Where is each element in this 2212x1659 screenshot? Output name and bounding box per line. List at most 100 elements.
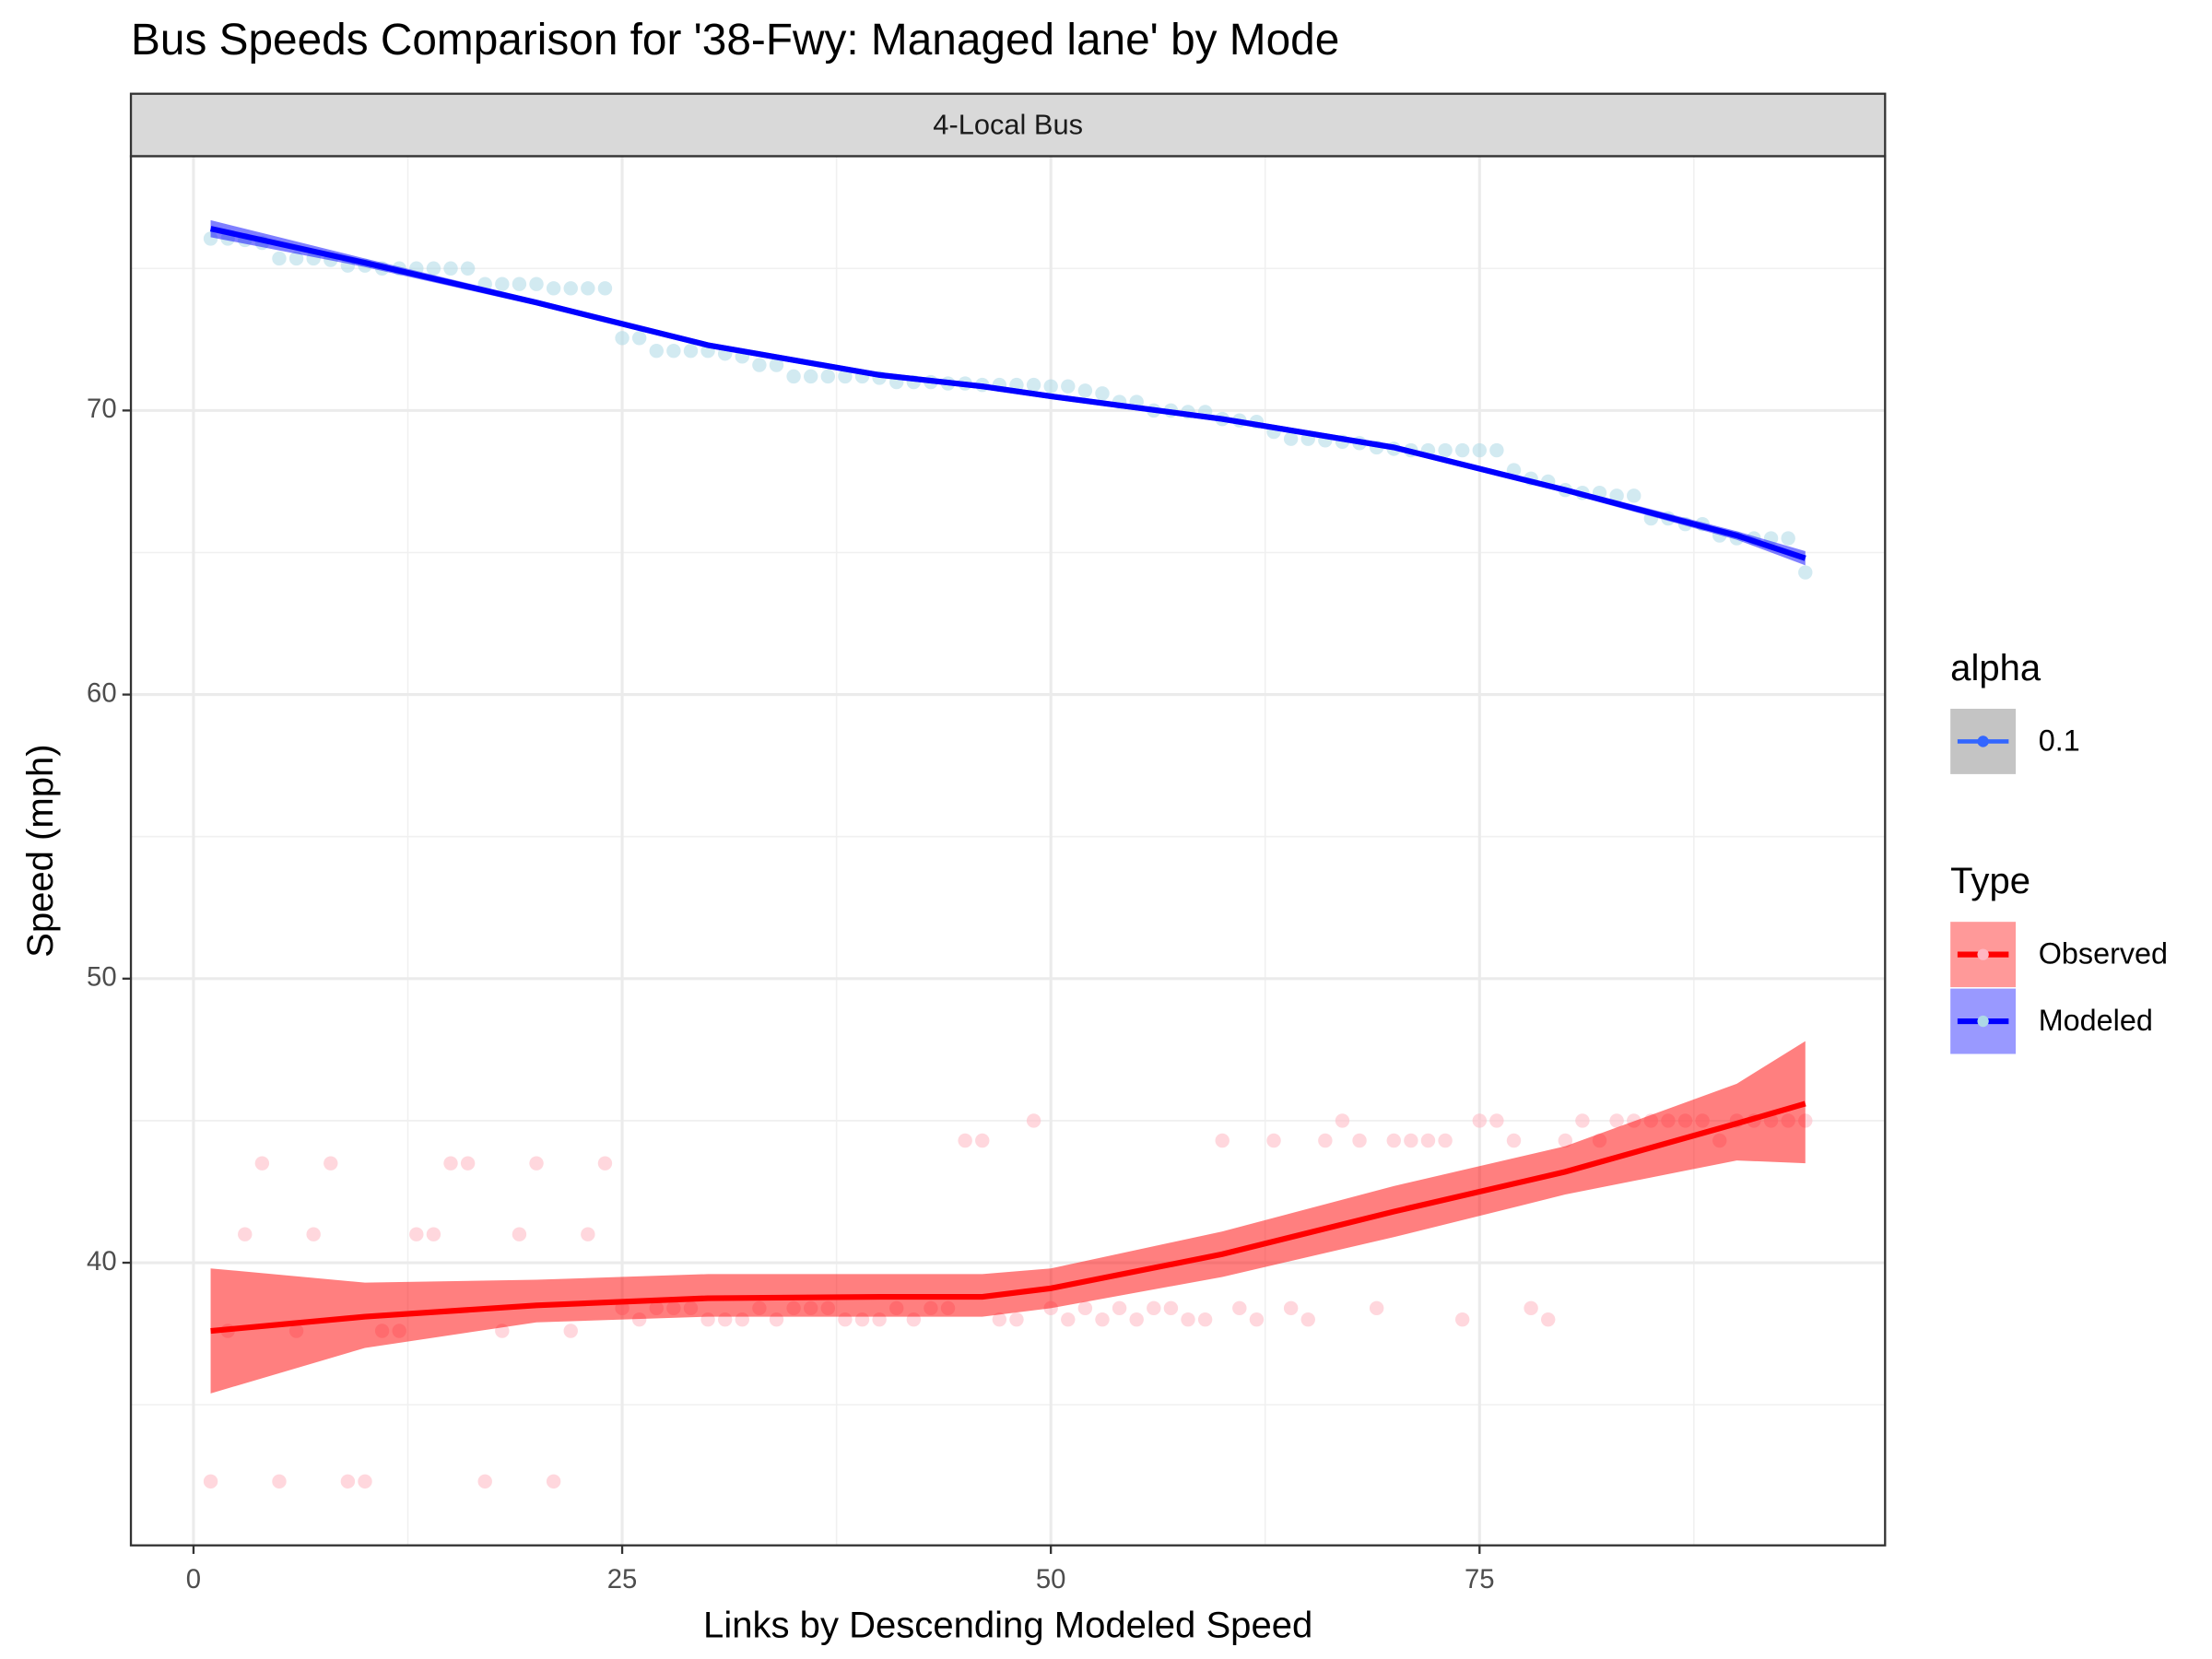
- point: [666, 343, 681, 359]
- point: [529, 1156, 544, 1171]
- point: [1300, 1312, 1315, 1327]
- y-tick-label: 50: [87, 962, 117, 993]
- point: [495, 276, 510, 291]
- point: [1266, 1133, 1281, 1148]
- point: [529, 276, 544, 291]
- legend-title: alpha: [1950, 648, 2041, 688]
- legend-point: [1977, 1015, 1989, 1028]
- point: [306, 1227, 321, 1241]
- point: [460, 1156, 476, 1171]
- point: [752, 358, 767, 372]
- y-tick-label: 70: [87, 394, 117, 424]
- point: [1163, 1300, 1179, 1316]
- point: [512, 1227, 527, 1241]
- legend-label: Observed: [2039, 937, 2168, 971]
- point: [1283, 431, 1299, 446]
- point: [563, 1324, 578, 1338]
- point: [1420, 1133, 1436, 1148]
- panel-border: [129, 155, 1887, 1547]
- point: [649, 343, 664, 359]
- point: [272, 1474, 287, 1489]
- point: [1197, 1312, 1213, 1327]
- point: [254, 1156, 270, 1171]
- point: [546, 1474, 561, 1489]
- point: [1438, 442, 1453, 458]
- point: [563, 281, 578, 296]
- plot-area: [131, 156, 1886, 1546]
- legend-label: 0.1: [2039, 724, 2080, 758]
- point: [1129, 1312, 1144, 1327]
- point: [581, 281, 595, 296]
- point: [1061, 379, 1076, 394]
- point: [1043, 379, 1058, 394]
- point: [1095, 386, 1110, 401]
- point: [1077, 383, 1093, 398]
- point: [1454, 1312, 1470, 1327]
- point: [477, 1474, 492, 1489]
- point: [288, 251, 304, 266]
- point: [1506, 1133, 1522, 1148]
- point: [1404, 1133, 1418, 1148]
- point: [597, 281, 613, 296]
- point: [358, 1474, 372, 1489]
- x-tick-label: 50: [1036, 1564, 1066, 1594]
- y-tick-label: 40: [87, 1246, 117, 1277]
- point: [1438, 1133, 1453, 1148]
- point: [1798, 565, 1813, 580]
- point: [426, 261, 441, 276]
- point: [1026, 377, 1041, 393]
- point: [1283, 1300, 1299, 1316]
- legend-point: [1977, 948, 1989, 960]
- point: [426, 1227, 441, 1241]
- x-tick-label: 75: [1465, 1564, 1495, 1594]
- chart-title: Bus Speeds Comparison for '38-Fwy: Manag…: [131, 16, 1339, 65]
- point: [1061, 1312, 1076, 1327]
- point: [460, 261, 476, 276]
- point: [1609, 488, 1624, 503]
- point: [1077, 1300, 1093, 1316]
- point: [1318, 1133, 1333, 1148]
- point: [1112, 1300, 1127, 1316]
- point: [1147, 1300, 1161, 1316]
- point: [1095, 1312, 1110, 1327]
- point: [804, 369, 818, 384]
- point: [1335, 1113, 1350, 1128]
- point: [1609, 1113, 1624, 1128]
- legend-point: [1977, 735, 1989, 747]
- point: [340, 1474, 356, 1489]
- point: [443, 261, 458, 276]
- point: [1369, 1300, 1384, 1316]
- legend-label: Modeled: [2039, 1004, 2153, 1037]
- confidence-ribbon: [210, 1041, 1806, 1394]
- x-axis-title: Links by Descending Modeled Speed: [703, 1606, 1312, 1646]
- point: [1249, 1312, 1265, 1327]
- point: [1541, 1312, 1556, 1327]
- point: [769, 358, 784, 372]
- point: [1627, 488, 1641, 503]
- point: [1386, 1133, 1401, 1148]
- point: [1352, 1133, 1367, 1148]
- strip-label: 4-Local Bus: [933, 108, 1083, 140]
- point: [683, 343, 699, 359]
- point: [1489, 442, 1504, 458]
- point: [1232, 1300, 1247, 1316]
- point: [992, 1312, 1007, 1327]
- smooth-line: [210, 1100, 1806, 1335]
- point: [324, 1156, 338, 1171]
- point: [615, 331, 629, 346]
- smooth-line: [209, 226, 1806, 561]
- point: [546, 281, 561, 296]
- point: [786, 369, 801, 384]
- point: [1215, 1133, 1230, 1148]
- point: [1781, 531, 1795, 546]
- point: [409, 1227, 424, 1241]
- legend: alpha 0.1 Type Observed Modeled: [1950, 648, 2168, 1054]
- point: [1472, 1113, 1487, 1128]
- point: [1524, 1300, 1538, 1316]
- point: [1026, 1113, 1041, 1128]
- point: [838, 369, 853, 384]
- x-tick-label: 0: [186, 1564, 201, 1594]
- point: [1558, 1133, 1573, 1148]
- point: [203, 1474, 218, 1489]
